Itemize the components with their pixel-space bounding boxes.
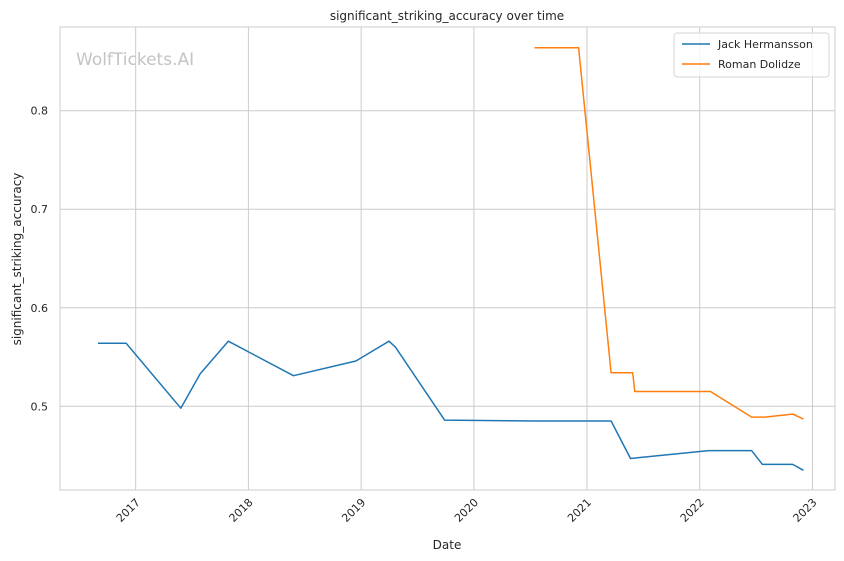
series-line-jack-hermansson <box>98 340 804 471</box>
watermark: WolfTickets.AI <box>76 50 194 70</box>
y-tick-label: 0.8 <box>31 105 49 118</box>
y-tick-label: 0.7 <box>31 203 49 216</box>
legend-label-jack-hermansson: Jack Hermansson <box>717 38 813 51</box>
legend-label-roman-dolidze: Roman Dolidze <box>718 58 801 71</box>
plot-frame <box>59 26 836 491</box>
y-tick-label: 0.5 <box>31 400 49 413</box>
y-tick-label: 0.6 <box>31 302 49 315</box>
series-line-roman-dolidze <box>534 46 804 420</box>
legend: Jack Hermansson Roman Dolidze <box>673 32 830 78</box>
series-lines <box>98 46 804 471</box>
grid <box>60 27 835 490</box>
chart-title: significant_striking_accuracy over time <box>330 9 564 23</box>
y-axis-label: significant_striking_accuracy <box>10 173 24 346</box>
legend-box <box>673 32 830 78</box>
y-tick-labels: 0.5 0.6 0.7 0.8 <box>31 105 49 414</box>
x-axis-label: Date <box>433 538 462 552</box>
